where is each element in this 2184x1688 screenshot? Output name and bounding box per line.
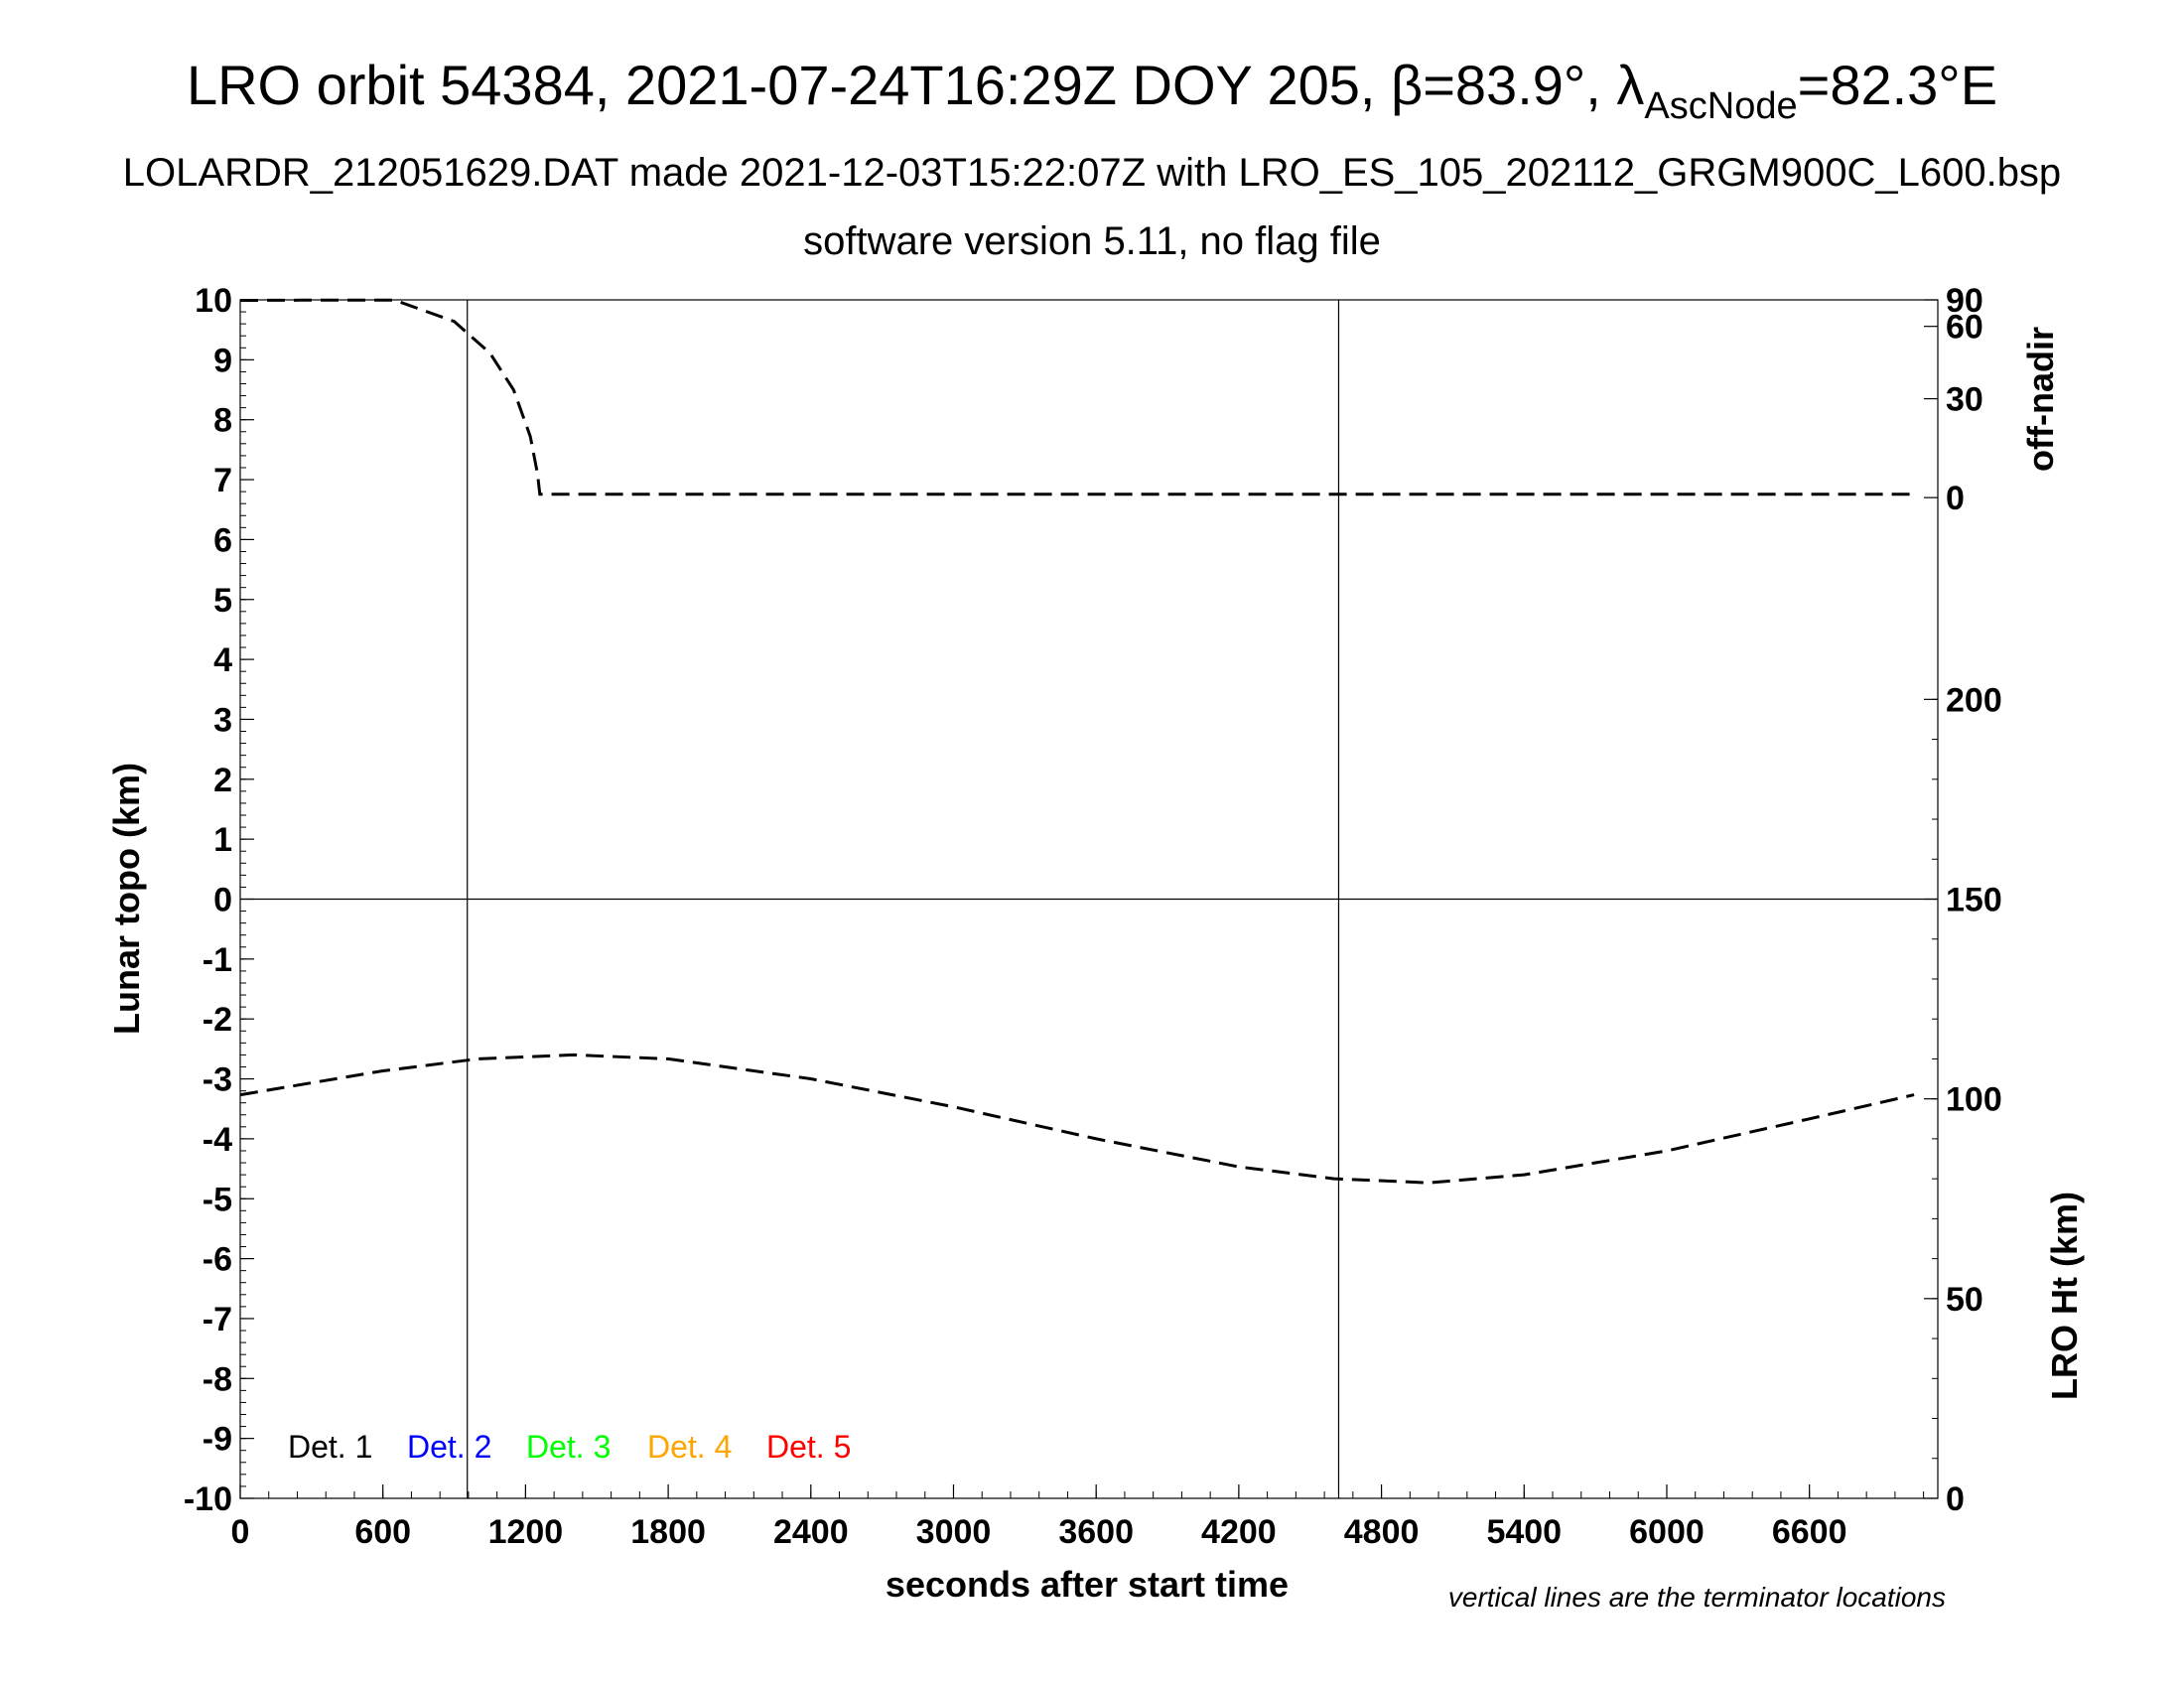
- right-top-tick-label: 60: [1946, 309, 1983, 347]
- x-axis-title: seconds after start time: [886, 1564, 1289, 1605]
- legend-item-det-2: Det. 2: [407, 1429, 491, 1465]
- right-axis-title-off-nadir: off-nadir: [2020, 327, 2061, 472]
- x-tick-label: 4800: [1344, 1513, 1420, 1551]
- y-tick-label: -7: [203, 1301, 232, 1338]
- y-tick-label: -2: [203, 1001, 232, 1039]
- y-tick-label: 10: [195, 282, 232, 320]
- legend-item-det-4: Det. 4: [647, 1429, 732, 1465]
- x-tick-label: 4200: [1201, 1513, 1277, 1551]
- chart-subtitle-file: LOLARDR_212051629.DAT made 2021-12-03T15…: [123, 151, 2061, 195]
- axis-layer: [239, 299, 1939, 1499]
- y-tick-label: -6: [203, 1241, 232, 1279]
- grid-layer: [240, 300, 1938, 1498]
- off-nadir-line: [239, 298, 1915, 496]
- legend-layer: Det. 1 Det. 2 Det. 3 Det. 4 Det. 5: [288, 1429, 851, 1465]
- legend-item-det-1: Det. 1: [288, 1429, 372, 1465]
- y-axis-title: Lunar topo (km): [106, 763, 147, 1035]
- y-tick-label: 2: [213, 762, 232, 799]
- y-tick-label: -1: [203, 941, 232, 979]
- y-tick-label: -9: [203, 1421, 232, 1459]
- y-tick-label: 4: [213, 641, 232, 679]
- legend-item-det-3: Det. 3: [526, 1429, 611, 1465]
- x-tick-label: 0: [231, 1513, 250, 1551]
- y-tick-label: 3: [213, 701, 232, 739]
- right-top-tick-label: 30: [1946, 381, 1983, 419]
- x-tick-label: 6000: [1629, 1513, 1705, 1551]
- x-tick-label: 5400: [1486, 1513, 1562, 1551]
- chart-title: LRO orbit 54384, 2021-07-24T16:29Z DOY 2…: [187, 54, 1997, 127]
- chart-title-subscript: AscNode: [1644, 85, 1797, 127]
- x-tick-label: 3600: [1058, 1513, 1134, 1551]
- right-bottom-tick-label: 0: [1946, 1480, 1965, 1518]
- right-bottom-tick-label: 100: [1946, 1081, 2002, 1119]
- terminator-note: vertical lines are the terminator locati…: [1448, 1582, 1946, 1613]
- right-axis-title-lro-ht: LRO Ht (km): [2044, 1192, 2085, 1400]
- x-tick-label: 600: [354, 1513, 411, 1551]
- chart-subtitle-software: software version 5.11, no flag file: [803, 219, 1381, 263]
- x-tick-label: 6600: [1772, 1513, 1847, 1551]
- chart-title-suffix: =82.3°E: [1798, 54, 1997, 116]
- series-layer: [239, 298, 1915, 1185]
- y-tick-label: -3: [203, 1061, 232, 1099]
- y-tick-label: -8: [203, 1360, 232, 1398]
- x-tick-label: 1200: [488, 1513, 564, 1551]
- lro-height-line: [239, 1053, 1915, 1185]
- y-tick-label: -10: [184, 1480, 232, 1518]
- right-bottom-tick-label: 50: [1946, 1281, 1983, 1319]
- y-tick-label: 5: [213, 582, 232, 620]
- x-tick-label: 2400: [773, 1513, 849, 1551]
- y-tick-label: -5: [203, 1181, 232, 1218]
- right-bottom-tick-label: 200: [1946, 681, 2002, 719]
- y-tick-label: 9: [213, 342, 232, 379]
- y-tick-label: -4: [203, 1121, 232, 1159]
- y-tick-label: 1: [213, 821, 232, 859]
- x-tick-label: 3000: [916, 1513, 992, 1551]
- y-tick-label: 0: [213, 882, 232, 919]
- chart-title-prefix: LRO orbit 54384, 2021-07-24T16:29Z DOY 2…: [187, 54, 1644, 116]
- x-tick-label: 1800: [630, 1513, 706, 1551]
- right-top-tick-label: 90: [1946, 282, 1983, 320]
- y-tick-label: 7: [213, 462, 232, 499]
- right-top-tick-label: 0: [1946, 480, 1965, 517]
- y-tick-label: 6: [213, 521, 232, 559]
- right-bottom-tick-label: 150: [1946, 882, 2002, 919]
- legend-item-det-5: Det. 5: [766, 1429, 851, 1465]
- y-tick-label: 8: [213, 402, 232, 440]
